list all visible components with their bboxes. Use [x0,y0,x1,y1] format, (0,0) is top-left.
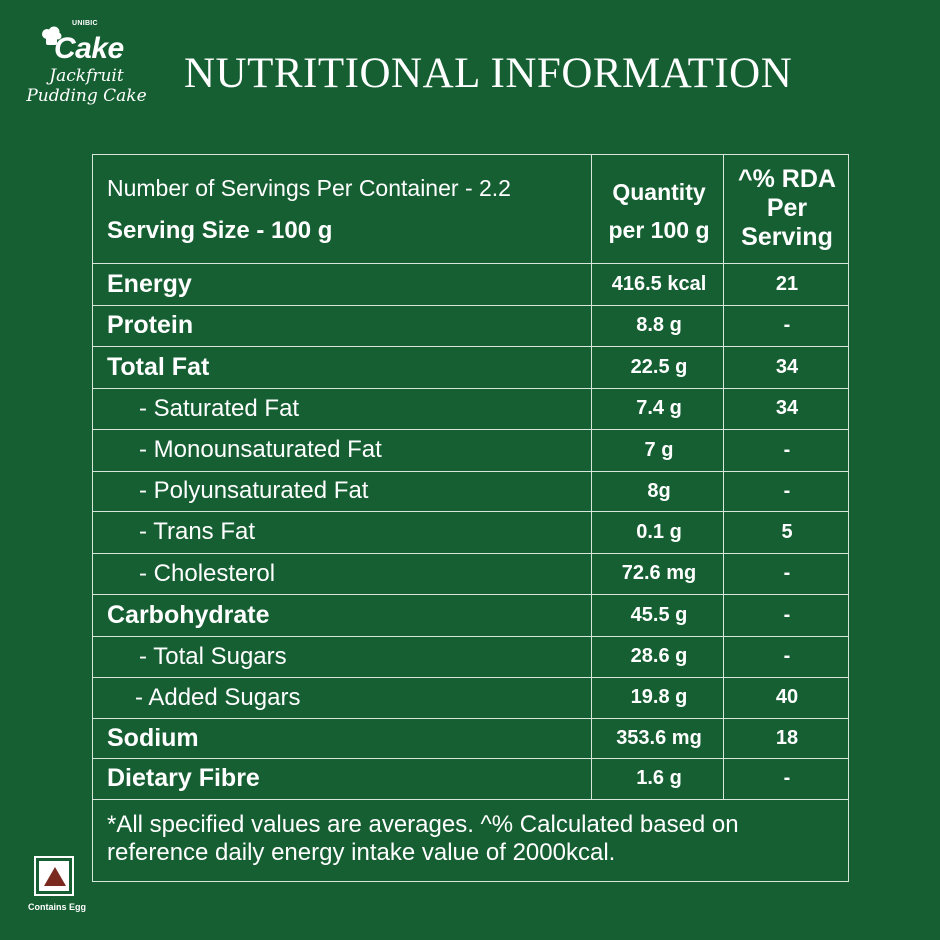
row-divider [93,677,848,678]
nutrient-sodium: Sodium [107,723,199,752]
rda-monounsaturated-fat: - [783,438,791,461]
rda-added-sugars: 40 [775,686,799,708]
row-divider [93,346,848,347]
contains-egg-badge: Contains Egg [22,856,92,918]
product-name-line1: Jackfruit [49,66,124,86]
quantity-header-line2: per 100 g [608,217,710,243]
quantity-header-line1: Quantity [612,179,706,205]
quantity-monounsaturated-fat: 7 g [644,438,674,461]
chef-hat-icon [42,26,62,45]
row-divider [93,758,848,759]
quantity-carbohydrate: 45.5 g [630,603,688,626]
nutrient-protein: Protein [107,311,194,339]
row-divider [93,718,848,719]
nutrient-cholesterol: - Cholesterol [139,559,276,587]
serving-size: Serving Size - 100 g [107,217,333,244]
quantity-saturated-fat: 7.4 g [636,397,682,419]
rda-total-sugars: - [783,645,791,667]
quantity-trans-fat: 0.1 g [636,520,682,543]
nutrition-table: Number of Servings Per Container - 2.2 S… [92,154,849,882]
rda-column-header: ^% RDA Per Serving [725,165,849,252]
nutrient-trans-fat: - Trans Fat [139,518,256,545]
row-divider [93,553,848,554]
non-veg-mark [34,856,74,896]
row-divider [93,305,848,306]
rda-polyunsaturated-fat: - [783,479,791,502]
quantity-column-header: Quantity per 100 g [593,173,725,249]
nutrient-monounsaturated-fat: - Monounsaturated Fat [139,436,382,463]
row-divider [93,511,848,512]
quantity-dietary-fibre: 1.6 g [636,767,682,789]
quantity-added-sugars: 19.8 g [630,686,688,708]
row-divider [93,471,848,472]
nutrient-dietary-fibre: Dietary Fibre [107,764,260,792]
rda-total-fat: 34 [775,355,799,378]
rda-header-line2: Per [766,194,808,222]
column-divider [591,155,592,799]
quantity-total-sugars: 28.6 g [630,645,688,667]
product-name-line2: Pudding Cake [26,86,147,106]
nutrient-total-fat: Total Fat [107,352,210,381]
quantity-polyunsaturated-fat: 8g [647,479,671,502]
row-divider [93,263,848,264]
row-divider [93,799,848,800]
row-divider [93,636,848,637]
rda-dietary-fibre: - [783,767,791,789]
rda-carbohydrate: - [783,603,791,626]
nutrient-energy: Energy [107,269,192,298]
row-divider [93,594,848,595]
product-name: Jackfruit Pudding Cake [14,66,159,106]
rda-header-line3: Serving [741,223,833,251]
rda-cholesterol: - [783,562,791,584]
rda-energy: 21 [775,272,799,295]
rda-trans-fat: 5 [781,520,793,543]
brand-name: Cake [54,32,124,65]
rda-sodium: 18 [775,726,799,749]
rda-header-line1: ^% RDA [738,165,836,193]
servings-per-container: Number of Servings Per Container - 2.2 [107,175,511,201]
quantity-total-fat: 22.5 g [630,355,688,378]
column-divider [723,155,724,799]
row-divider [93,388,848,389]
nutrient-carbohydrate: Carbohydrate [107,600,270,629]
quantity-protein: 8.8 g [636,314,682,336]
footnote: *All specified values are averages. ^% C… [107,811,739,866]
nutrient-saturated-fat: - Saturated Fat [139,394,300,422]
rda-saturated-fat: 34 [775,397,799,419]
quantity-energy: 416.5 kcal [611,272,707,295]
non-veg-triangle-icon [44,867,66,886]
rda-protein: - [783,314,791,336]
row-divider [93,429,848,430]
quantity-sodium: 353.6 mg [616,726,702,749]
page-title: NUTRITIONAL INFORMATION [184,50,793,97]
contains-egg-label: Contains Egg [28,902,86,912]
nutrient-polyunsaturated-fat: - Polyunsaturated Fat [139,477,369,504]
nutrient-added-sugars: - Added Sugars [135,683,301,711]
nutrient-total-sugars: - Total Sugars [139,642,287,670]
quantity-cholesterol: 72.6 mg [621,562,697,584]
brand-logo: UNIBIC Cake Jackfruit Pudding Cake [14,12,164,108]
brand-company: UNIBIC [72,20,98,27]
